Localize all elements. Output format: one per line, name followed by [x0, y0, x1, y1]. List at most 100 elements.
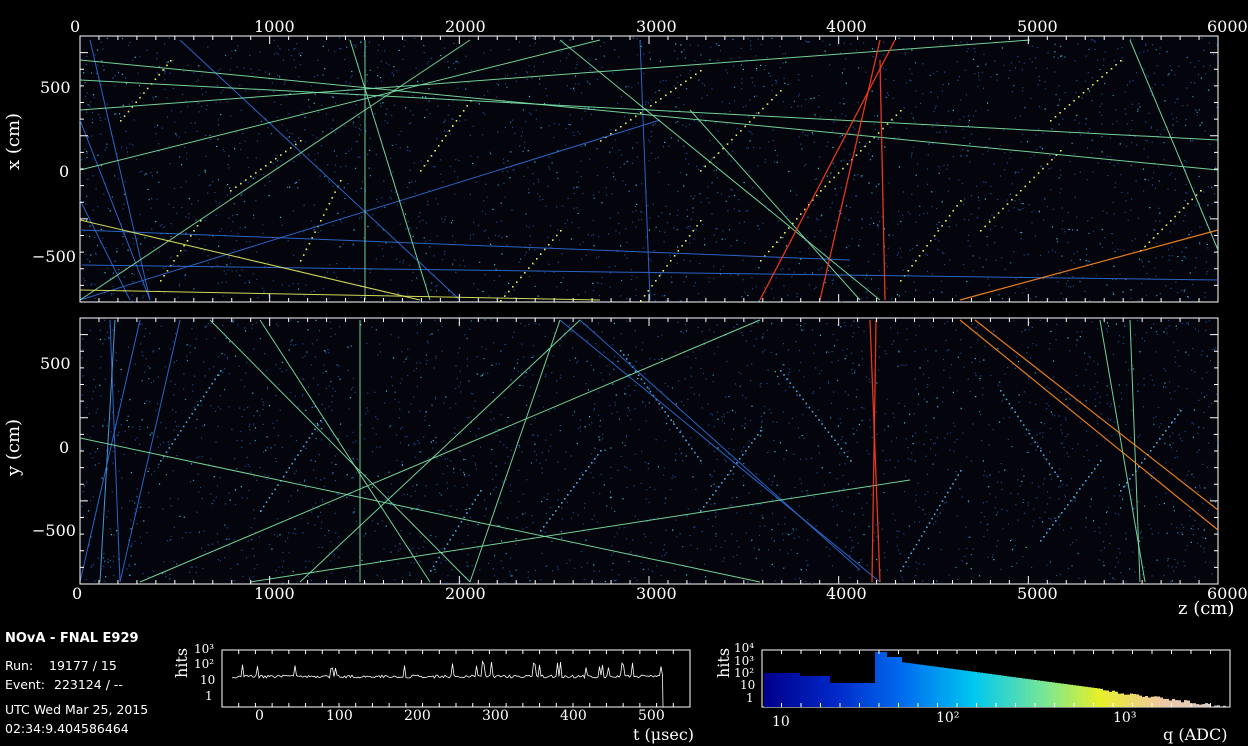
noise-hit: [410, 561, 412, 564]
noise-hit: [545, 513, 547, 515]
noise-hit: [293, 254, 295, 256]
noise-hit: [745, 397, 747, 399]
noise-hit: [1056, 323, 1058, 325]
noise-hit: [592, 234, 595, 236]
noise-hit: [1112, 202, 1114, 204]
noise-hit: [708, 202, 710, 204]
noise-hit: [206, 104, 208, 106]
noise-hit: [231, 215, 233, 217]
noise-hit: [776, 497, 778, 499]
noise-hit: [1171, 580, 1173, 582]
cell-hit: [196, 225, 199, 227]
noise-hit: [600, 372, 602, 374]
noise-hit: [374, 530, 376, 532]
noise-hit: [375, 416, 377, 418]
noise-hit: [82, 375, 84, 377]
cell-hit: [328, 202, 331, 205]
noise-hit: [696, 548, 698, 550]
noise-hit: [738, 57, 741, 59]
noise-hit: [715, 516, 717, 518]
noise-hit: [435, 398, 437, 400]
noise-hit: [515, 538, 517, 540]
noise-hit: [276, 165, 278, 167]
noise-hit: [647, 102, 650, 104]
noise-hit: [1120, 392, 1122, 394]
cell-hit: [780, 236, 782, 239]
noise-hit: [180, 111, 182, 113]
noise-hit: [472, 233, 474, 235]
noise-hit: [453, 432, 455, 434]
noise-hit: [493, 342, 495, 344]
noise-hit: [176, 359, 178, 362]
noise-hit: [287, 500, 290, 502]
noise-hit: [859, 239, 861, 241]
noise-hit: [717, 346, 719, 348]
noise-hit: [627, 354, 629, 356]
noise-hit: [142, 284, 144, 286]
noise-hit: [772, 129, 774, 131]
noise-hit: [1047, 491, 1049, 493]
noise-hit: [500, 414, 502, 416]
noise-hit: [801, 148, 803, 150]
noise-hit: [1115, 323, 1117, 325]
noise-hit: [414, 456, 416, 458]
noise-hit: [966, 280, 968, 283]
noise-hit: [82, 277, 84, 280]
noise-hit: [1071, 229, 1074, 231]
noise-hit: [1035, 57, 1037, 59]
noise-hit: [143, 520, 145, 522]
noise-hit: [1207, 204, 1209, 206]
noise-hit: [483, 230, 485, 232]
noise-hit: [1120, 174, 1122, 176]
noise-hit: [510, 490, 512, 492]
noise-hit: [433, 255, 435, 257]
noise-hit: [579, 322, 581, 324]
noise-hit: [847, 394, 849, 396]
noise-hit: [298, 179, 300, 181]
noise-hit: [133, 243, 135, 245]
noise-hit: [295, 440, 297, 442]
noise-hit: [1060, 292, 1062, 294]
noise-hit: [852, 546, 855, 548]
noise-hit: [676, 229, 678, 231]
noise-hit: [861, 227, 863, 229]
noise-hit: [726, 72, 728, 74]
noise-hit: [1111, 242, 1113, 244]
yz-view-panel[interactable]: [0, 310, 1248, 590]
noise-hit: [1060, 188, 1062, 190]
xz-view-panel[interactable]: [0, 0, 1248, 310]
noise-hit: [394, 391, 396, 393]
noise-hit: [352, 477, 354, 479]
noise-hit: [305, 447, 307, 449]
noise-hit: [426, 222, 428, 224]
noise-hit: [819, 156, 821, 158]
noise-hit: [393, 66, 395, 68]
noise-hit: [1138, 103, 1140, 105]
noise-hit: [292, 210, 294, 212]
noise-hit: [228, 492, 230, 494]
noise-hit: [1088, 232, 1090, 234]
noise-hit: [861, 406, 863, 409]
noise-hit: [487, 562, 489, 564]
noise-hit: [240, 486, 242, 488]
noise-hit: [228, 256, 230, 258]
noise-hit: [628, 385, 630, 387]
noise-hit: [164, 79, 166, 81]
noise-hit: [964, 555, 966, 558]
noise-hit: [338, 37, 340, 39]
noise-hit: [1184, 215, 1186, 217]
noise-hit: [1046, 386, 1048, 388]
noise-hit: [1017, 493, 1019, 495]
noise-hit: [929, 74, 931, 76]
noise-hit: [491, 448, 493, 451]
noise-hit: [790, 106, 793, 108]
noise-hit: [198, 531, 200, 533]
noise-hit: [791, 417, 793, 419]
noise-hit: [967, 240, 969, 242]
noise-hit: [1035, 296, 1037, 298]
noise-hit: [1010, 62, 1013, 64]
noise-hit: [173, 560, 175, 562]
noise-hit: [381, 520, 383, 522]
noise-hit: [1171, 469, 1173, 471]
noise-hit: [355, 46, 357, 48]
